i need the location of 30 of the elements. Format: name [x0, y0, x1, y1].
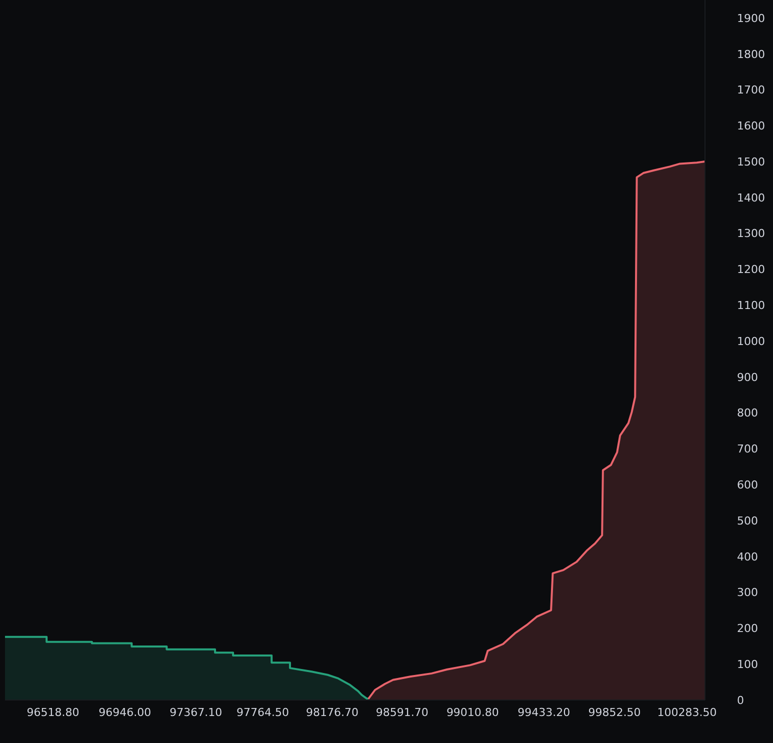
- y-tick-label: 200: [737, 622, 758, 636]
- x-tick-label: 97764.50: [236, 706, 290, 719]
- y-tick-label: 300: [737, 586, 758, 600]
- y-tick-label: 1400: [737, 191, 765, 204]
- y-tick-label: 1500: [737, 155, 765, 168]
- x-tick-label: 96518.80: [26, 706, 80, 719]
- y-tick-label: 1900: [737, 12, 765, 25]
- x-tick-label: 99010.80: [446, 706, 499, 719]
- y-tick-label: 800: [737, 406, 758, 420]
- y-tick-label: 600: [737, 478, 758, 492]
- y-tick-label: 1800: [737, 48, 765, 61]
- y-tick-label: 0: [737, 694, 744, 707]
- x-tick-label: 99433.20: [518, 706, 570, 719]
- y-tick-label: 1200: [737, 263, 765, 276]
- y-tick-label: 1700: [737, 84, 765, 97]
- y-tick-label: 500: [737, 514, 758, 528]
- x-tick-label: 98591.70: [376, 706, 428, 719]
- y-tick-label: 1100: [737, 299, 765, 312]
- y-tick-label: 1300: [737, 227, 765, 240]
- y-tick-label: 1000: [737, 334, 765, 348]
- y-tick-label: 400: [737, 550, 758, 564]
- x-tick-label: 96946.00: [98, 706, 152, 719]
- x-tick-label: 98176.70: [306, 706, 358, 719]
- y-tick-label: 700: [737, 442, 758, 456]
- y-tick-label: 1600: [737, 120, 765, 133]
- y-tick-label: 900: [737, 370, 758, 384]
- y-tick-label: 100: [737, 658, 758, 672]
- x-tick-label: 100283.50: [657, 706, 717, 719]
- x-tick-label: 97367.10: [170, 706, 222, 719]
- x-tick-label: 99852.50: [588, 706, 641, 719]
